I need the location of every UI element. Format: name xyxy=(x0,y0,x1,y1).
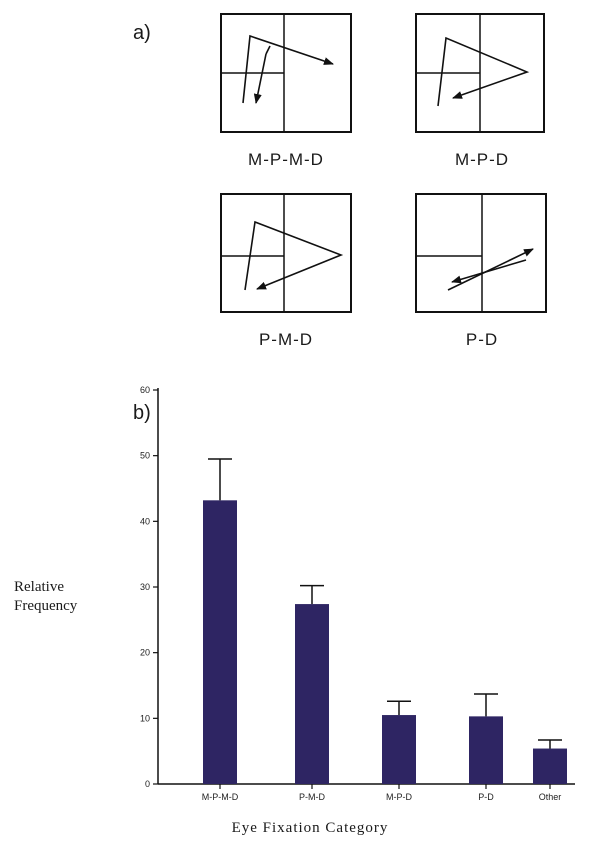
x-tick-label: Other xyxy=(539,792,562,802)
y-tick-label: 0 xyxy=(145,779,150,789)
y-axis-label-line-1: Relative xyxy=(14,579,64,595)
panel-a-label: a) xyxy=(133,22,151,44)
y-tick-label: 10 xyxy=(140,713,150,723)
y-tick-label: 50 xyxy=(140,451,150,461)
x-tick-label: P-D xyxy=(478,792,494,802)
bar-M-P-M-D xyxy=(203,500,237,784)
x-tick-label: M-P-M-D xyxy=(202,792,239,802)
y-axis-label-line-2: Frequency xyxy=(14,598,78,614)
panel-b-label: b) xyxy=(133,402,151,424)
bar-M-P-D xyxy=(382,715,416,784)
diagram-p-m-d xyxy=(220,193,352,313)
x-tick-label: P-M-D xyxy=(299,792,325,802)
y-tick-label: 60 xyxy=(140,385,150,395)
diagram-caption-2: M-P-D xyxy=(454,150,510,169)
y-tick-label: 30 xyxy=(140,582,150,592)
diagram-m-p-d xyxy=(415,13,545,133)
bar-P-D xyxy=(469,716,503,784)
diagram-m-p-m-d xyxy=(220,13,352,133)
bar-chart: 0 10 20 30 40 50 60 M-P-M-D P-M-D M-P-D P-D Other xyxy=(140,385,575,802)
diagram-caption-3: P-M-D xyxy=(258,330,314,349)
bar-P-M-D xyxy=(295,604,329,784)
diagram-caption-4: P-D xyxy=(465,330,499,349)
x-axis-label: Eye Fixation Category xyxy=(231,820,389,836)
fixation-diagrams xyxy=(220,13,547,313)
x-tick-label: M-P-D xyxy=(386,792,412,802)
diagram-p-d xyxy=(415,193,547,313)
y-tick-label: 20 xyxy=(140,648,150,658)
bar-Other xyxy=(533,748,567,784)
diagram-caption-1: M-P-M-D xyxy=(248,150,324,169)
y-tick-label: 40 xyxy=(140,516,150,526)
